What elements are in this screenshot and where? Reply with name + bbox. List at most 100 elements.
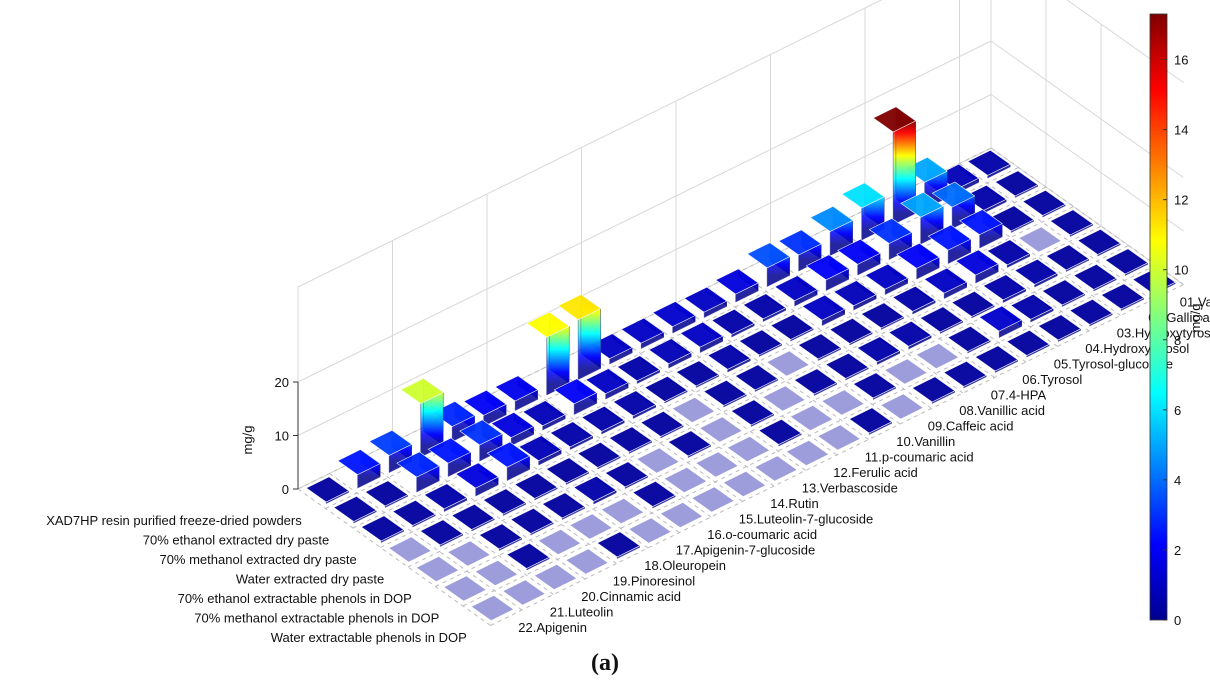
- bar-top: [510, 507, 554, 534]
- bar-top: [648, 338, 692, 365]
- bar-top: [620, 317, 665, 344]
- grid-line: [297, 40, 992, 383]
- z-axis-label: mg/g: [240, 426, 255, 455]
- bar-footprint: [754, 455, 798, 482]
- bar-5-20: [1014, 258, 1058, 288]
- bar-footprint: [671, 397, 716, 423]
- bar-7-18: [1006, 329, 1050, 358]
- bar-top: [333, 495, 377, 522]
- bar-1-9: [557, 294, 602, 381]
- bar-top: [900, 191, 944, 218]
- bar-footprint: [569, 513, 613, 540]
- bar-footprint: [636, 447, 680, 474]
- bar-4-11: [703, 379, 747, 408]
- colorbar-gradient: [1149, 13, 1168, 621]
- floor-guide: [380, 206, 1074, 548]
- bar-footprint: [600, 498, 645, 524]
- column-label: 13.Verbascoside: [802, 480, 898, 495]
- bar-top: [427, 437, 472, 464]
- bar-7-7: [659, 502, 704, 528]
- bar-footprint: [447, 540, 491, 567]
- row-label: Water extractable phenols in DOP: [271, 630, 467, 645]
- bar-top: [955, 249, 999, 276]
- bar-top: [652, 301, 696, 328]
- bar-top: [730, 399, 775, 426]
- bar-footprint: [537, 529, 582, 555]
- bar-top: [770, 313, 814, 340]
- bar-2-3: [396, 451, 440, 493]
- bar-top: [1041, 279, 1086, 306]
- bar-top: [707, 343, 751, 370]
- bar-6-6: [600, 498, 645, 524]
- bar-top: [967, 149, 1011, 176]
- bar-top: [963, 184, 1007, 211]
- bar-2-15: [774, 275, 818, 307]
- bar-footprint: [884, 358, 928, 385]
- bar-2-7: [522, 400, 566, 431]
- bar-2-21: [963, 184, 1007, 214]
- bar-6-18: [978, 305, 1023, 339]
- bar-top: [305, 476, 350, 503]
- bar-top: [888, 320, 932, 347]
- bar-4-21: [1018, 226, 1062, 253]
- row-label: 70% ethanol extractable phenols in DOP: [178, 591, 412, 606]
- column-label: 18.Oleuropein: [644, 558, 726, 573]
- bar-7-9: [722, 471, 767, 497]
- bar-top: [632, 480, 676, 507]
- bar-top: [923, 267, 968, 294]
- bar-7-14: [880, 393, 924, 420]
- bar-top: [758, 418, 802, 445]
- bar-4-17: [892, 285, 936, 315]
- floor-guide: [407, 225, 1102, 568]
- bar-2-14: [742, 293, 787, 323]
- bar-top: [463, 389, 507, 416]
- row-label: XAD7HP resin purified freeze-dried powde…: [46, 513, 302, 528]
- bar-6-11: [758, 418, 802, 447]
- bar-5-17: [919, 306, 964, 335]
- row-label: 70% methanol extractable phenols in DOP: [194, 610, 439, 625]
- colorbar-tick-label: 10: [1174, 263, 1188, 278]
- bar-7-13: [848, 407, 893, 436]
- bar-1-11: [620, 317, 665, 350]
- bar-footprint: [628, 517, 672, 544]
- bar-top: [482, 488, 527, 515]
- bar-footprint: [474, 560, 519, 586]
- bar-7-3: [533, 564, 578, 590]
- bar-6-19: [1010, 293, 1054, 323]
- column-label: 07.4-HPA: [991, 387, 1047, 402]
- bar-top: [1049, 209, 1094, 236]
- column-label: 17.Apigenin-7-glucoside: [676, 542, 815, 557]
- bar-1-3: [368, 429, 413, 474]
- bar-3-5: [486, 441, 531, 482]
- bar-footprint: [821, 389, 865, 416]
- column-label: 16.o-coumaric acid: [707, 527, 817, 542]
- bar-top: [573, 475, 617, 502]
- bar-4-4: [482, 488, 527, 517]
- bar-footprint: [762, 385, 806, 412]
- bar-top: [959, 209, 1003, 236]
- colorbar-tick-label: 12: [1174, 193, 1188, 208]
- bar-2-1: [333, 495, 377, 524]
- column-label: 15.Luteolin-7-glucoside: [739, 511, 873, 526]
- column-label: 19.Pinoresinol: [613, 573, 695, 588]
- bar-top: [943, 360, 987, 387]
- colorbar-tick-label: 8: [1174, 333, 1181, 348]
- bar-4-1: [388, 536, 432, 563]
- column-label: 01.Vanillin-glucoside: [1180, 294, 1210, 309]
- bar-4-16: [860, 302, 905, 331]
- bar-top: [1077, 228, 1121, 255]
- bar-top: [841, 182, 885, 209]
- bar-4-2: [419, 519, 464, 548]
- bar-3-6: [518, 435, 562, 466]
- bar-top: [612, 390, 657, 417]
- bar-top: [986, 239, 1031, 266]
- bar-4-9: [640, 410, 684, 439]
- bar-top: [774, 275, 818, 302]
- bar-4-18: [923, 267, 968, 300]
- bar-top: [990, 205, 1035, 232]
- colorbar-tick-label: 2: [1174, 543, 1181, 558]
- column-label: 10.Vanillin: [896, 434, 955, 449]
- bar-footprint: [388, 536, 432, 563]
- bar-4-13: [766, 350, 810, 377]
- colorbar-tick-label: 14: [1174, 123, 1188, 138]
